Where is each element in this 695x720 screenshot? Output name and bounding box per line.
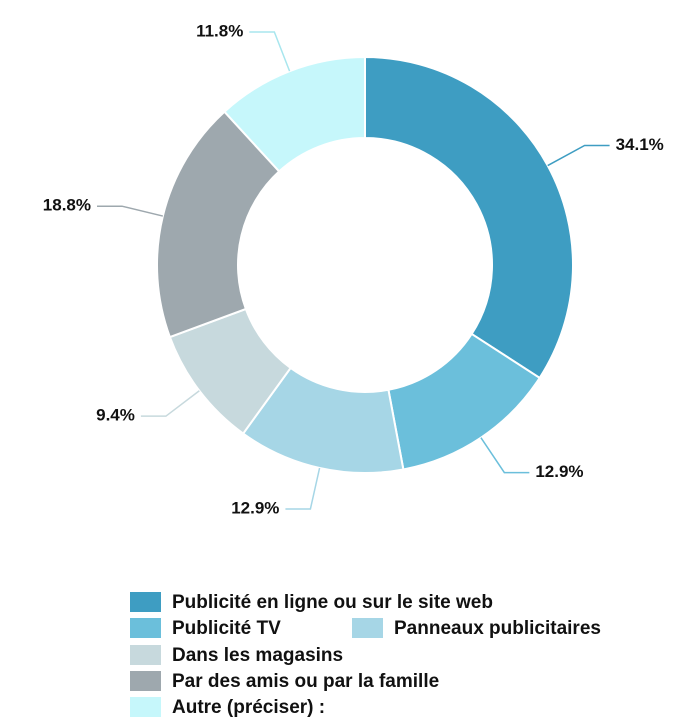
legend-swatch (130, 697, 161, 717)
leader-line (480, 437, 530, 474)
data-label: 11.8% (196, 22, 243, 41)
leader-line (97, 205, 164, 217)
legend-label: Publicité TV (172, 618, 281, 639)
legend-label: Panneaux publicitaires (394, 618, 601, 639)
legend-swatch (130, 645, 161, 665)
legend-swatch (130, 671, 161, 691)
data-label: 34.1% (616, 135, 664, 154)
data-label: 12.9% (535, 462, 583, 481)
data-label: 12.9% (231, 498, 279, 517)
slice (223, 55, 366, 173)
slice (364, 55, 574, 380)
legend-swatch (352, 618, 383, 638)
data-label: 9.4% (96, 406, 135, 425)
leader-line (249, 31, 291, 72)
legend-label: Publicité en ligne ou sur le site web (172, 592, 493, 613)
legend-label: Autre (préciser) : (172, 697, 325, 718)
legend-label: Par des amis ou par la famille (172, 671, 439, 692)
legend-swatch (130, 618, 161, 638)
leader-line (547, 144, 610, 167)
slice (156, 110, 281, 339)
data-label: 18.8% (43, 196, 91, 215)
legend-swatch (130, 592, 161, 612)
legend-label: Dans les magasins (172, 645, 343, 666)
leader-line (285, 467, 321, 510)
leader-line (140, 390, 200, 417)
